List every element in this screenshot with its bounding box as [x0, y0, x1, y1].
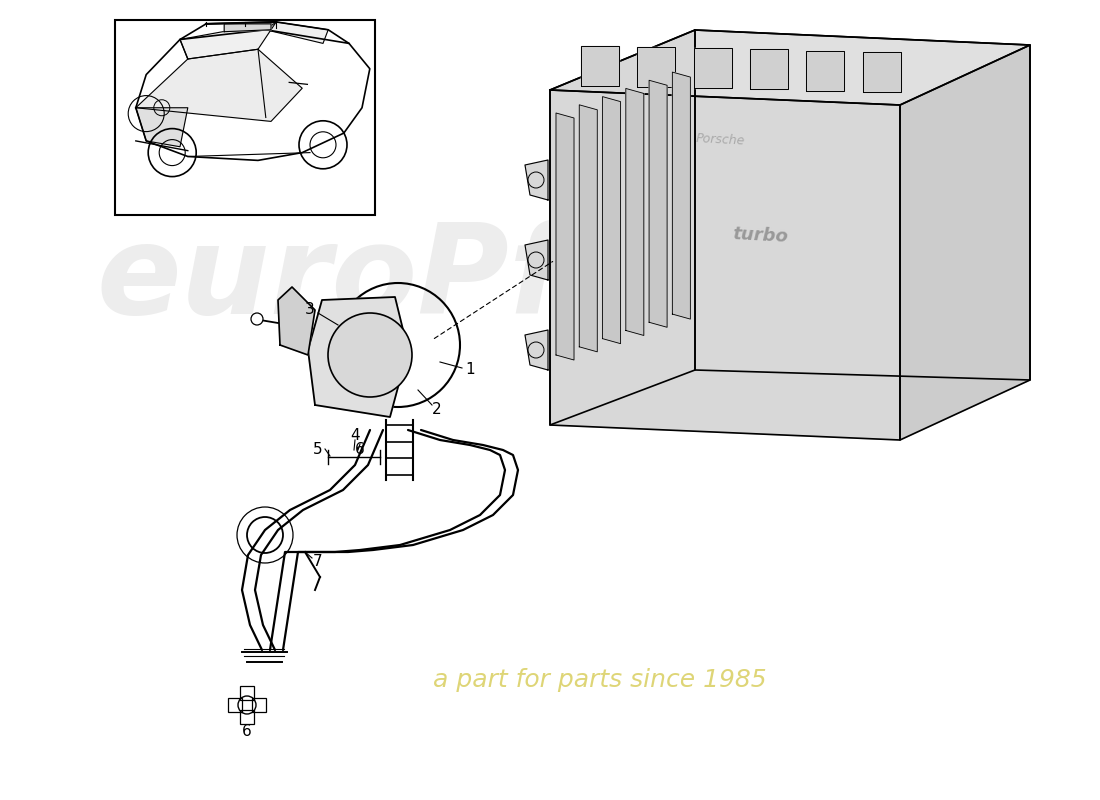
Polygon shape	[135, 50, 302, 122]
Text: 3: 3	[305, 302, 315, 318]
Text: euroPf: euroPf	[97, 219, 563, 341]
Bar	[252, 698, 266, 712]
Polygon shape	[649, 80, 667, 327]
Polygon shape	[180, 22, 276, 59]
Text: 6: 6	[355, 442, 365, 458]
Polygon shape	[224, 24, 271, 32]
Polygon shape	[266, 22, 328, 43]
Bar	[240, 686, 254, 700]
Polygon shape	[750, 50, 788, 90]
Text: 2: 2	[432, 402, 442, 418]
Polygon shape	[806, 50, 845, 90]
Text: a part for parts since 1985: a part for parts since 1985	[433, 668, 767, 692]
Polygon shape	[862, 52, 901, 92]
Polygon shape	[550, 30, 695, 425]
Text: 7: 7	[314, 554, 322, 570]
Bar	[116, 20, 375, 215]
Polygon shape	[581, 46, 619, 86]
Polygon shape	[556, 113, 574, 360]
Polygon shape	[900, 45, 1030, 440]
Polygon shape	[580, 105, 597, 352]
Text: 1: 1	[465, 362, 475, 378]
Polygon shape	[550, 90, 900, 440]
Polygon shape	[550, 30, 1030, 105]
Polygon shape	[637, 47, 675, 87]
Polygon shape	[278, 287, 315, 355]
Bar	[240, 710, 254, 724]
Polygon shape	[694, 48, 732, 88]
Bar	[228, 698, 242, 712]
Text: turbo: turbo	[732, 225, 789, 246]
Circle shape	[251, 313, 263, 325]
Polygon shape	[626, 89, 644, 335]
Polygon shape	[308, 297, 408, 417]
Polygon shape	[603, 97, 620, 344]
Polygon shape	[695, 30, 1030, 380]
Polygon shape	[525, 240, 548, 280]
Polygon shape	[672, 72, 691, 319]
Polygon shape	[525, 330, 548, 370]
Circle shape	[328, 313, 412, 397]
Text: 4: 4	[350, 427, 360, 442]
Polygon shape	[525, 160, 548, 200]
Text: Porsche: Porsche	[695, 132, 745, 148]
Text: 5: 5	[314, 442, 322, 458]
Polygon shape	[135, 108, 188, 146]
Text: 6: 6	[242, 725, 252, 739]
